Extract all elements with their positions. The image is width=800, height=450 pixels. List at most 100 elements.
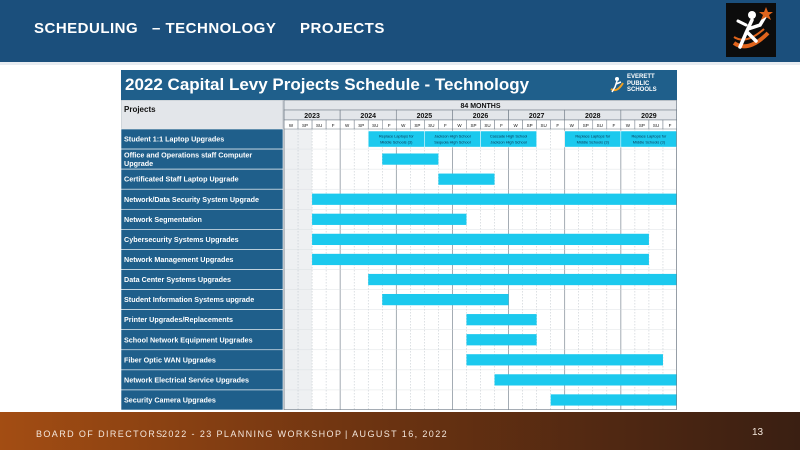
task-bar — [382, 153, 439, 165]
task-label: Fiber Optic WAN Upgrades — [124, 355, 216, 364]
quarter-label: W — [626, 123, 631, 128]
quarter-label: F — [332, 123, 335, 128]
task-label: Printer Upgrades/Replacements — [124, 315, 233, 324]
task-bar-label: Replace Laptops for — [575, 134, 611, 139]
quarter-label: W — [289, 123, 294, 128]
task-bar — [312, 233, 649, 246]
task-label-line: Security Camera Upgrades — [124, 395, 216, 404]
task-bar — [550, 394, 677, 406]
quarter-label: F — [444, 123, 447, 128]
quarter-label: W — [401, 123, 406, 128]
task-label-line: Certificated Staff Laptop Upgrade — [124, 175, 239, 184]
task-bar — [494, 374, 677, 386]
quarter-label: SP — [358, 123, 364, 128]
year-label: 2029 — [641, 113, 657, 120]
task-label-line: Network/Data Security System Upgrade — [124, 195, 259, 204]
year-label: 2025 — [417, 113, 433, 120]
task-label: Network Management Upgrades — [124, 255, 233, 264]
quarter-label: SP — [302, 123, 308, 128]
task-bar — [312, 213, 467, 225]
quarter-label: F — [612, 123, 615, 128]
slide-title-part-1: SCHEDULING — [34, 20, 139, 37]
task-label-line: Office and Operations staff Computer — [124, 150, 252, 159]
quarter-label: W — [457, 123, 462, 128]
task-bar-label: Jackson High School — [434, 134, 470, 139]
quarter-header-cell — [662, 119, 677, 130]
everett-public-schools-logo-icon: EVERETT PUBLIC SCHOOLS — [609, 73, 673, 97]
quarter-label: SP — [470, 123, 476, 128]
quarter-label: W — [513, 123, 518, 128]
banner-divider — [0, 62, 800, 65]
logo-text-line-3: SCHOOLS — [627, 87, 657, 93]
quarter-label: SU — [316, 123, 322, 128]
quarter-label: SP — [583, 123, 589, 128]
task-bar-label: Middle Schools (3) — [633, 140, 666, 145]
task-label-line: Student 1:1 Laptop Upgrades — [124, 135, 224, 144]
quarter-label: SP — [414, 123, 420, 128]
slide-title-part-2: – TECHNOLOGY — [152, 20, 277, 37]
task-label: Student Information Systems upgrade — [124, 295, 254, 304]
task-label-line: Network Segmentation — [124, 215, 202, 224]
footer-org: BOARD OF DIRECTORS — [36, 429, 164, 439]
task-label-line: Network Electrical Service Upgrades — [124, 375, 249, 384]
gantt-chart-panel: 2022 Capital Levy Projects Schedule - Te… — [121, 70, 677, 410]
star-figure-logo-icon — [726, 3, 776, 57]
top-banner: SCHEDULING – TECHNOLOGY PROJECTS — [0, 0, 800, 62]
task-bar-label: Cascade High School — [490, 134, 528, 139]
task-label-line: Printer Upgrades/Replacements — [124, 315, 233, 324]
quarter-label: SP — [639, 123, 645, 128]
task-bar-label: Middle Schools (3) — [380, 140, 413, 145]
task-label: Network Segmentation — [124, 215, 202, 224]
task-label-line: Upgrade — [124, 159, 153, 168]
task-label-line: Network Management Upgrades — [124, 255, 233, 264]
projects-header-cell — [121, 100, 284, 130]
logo-text-line-1: EVERETT — [627, 74, 655, 80]
task-bar — [368, 273, 677, 286]
task-label: Certificated Staff Laptop Upgrade — [124, 175, 239, 184]
task-bar — [620, 130, 677, 148]
task-bar-label: Jackson High School — [490, 140, 526, 145]
task-label: Network/Data Security System Upgrade — [124, 195, 259, 204]
year-label: 2026 — [473, 113, 489, 120]
span-label: 84 MONTHS — [460, 103, 500, 110]
task-label: Security Camera Upgrades — [124, 395, 216, 404]
quarter-label: SU — [484, 123, 490, 128]
slide-title-part-3: PROJECTS — [300, 20, 385, 37]
quarter-label: SP — [527, 123, 533, 128]
task-bar — [438, 173, 495, 185]
task-label: Student 1:1 Laptop Upgrades — [124, 135, 224, 144]
gantt-chart: Projects 84 MONTHS 2023 W SP SU F 2024 W SP SU F 202… — [121, 100, 677, 410]
task-label-line: Cybersecurity Systems Upgrades — [124, 235, 239, 244]
task-label: Network Electrical Service Upgrades — [124, 375, 249, 384]
footer-event: 2022 - 23 PLANNING WORKSHOP — [162, 429, 343, 439]
task-label: Data Center Systems Upgrades — [124, 275, 231, 284]
year-label: 2028 — [585, 113, 601, 120]
footer-date: | AUGUST 16, 2022 — [345, 429, 449, 439]
chart-header: 2022 Capital Levy Projects Schedule - Te… — [121, 70, 677, 100]
quarter-label: SU — [597, 123, 603, 128]
quarter-label: SU — [428, 123, 434, 128]
task-bar-label: Middle Schools (3) — [577, 140, 610, 145]
quarter-label: F — [500, 123, 503, 128]
year-label: 2023 — [304, 113, 320, 120]
task-label-line: School Network Equipment Upgrades — [124, 335, 253, 344]
task-bar — [466, 354, 663, 366]
task-label: Cybersecurity Systems Upgrades — [124, 235, 239, 244]
quarter-label: F — [556, 123, 559, 128]
logo-text-line-2: PUBLIC — [627, 80, 650, 87]
task-label-line: Student Information Systems upgrade — [124, 295, 254, 304]
footer-bar: BOARD OF DIRECTORS 2022 - 23 PLANNING WO… — [0, 412, 800, 450]
task-bar — [382, 293, 509, 306]
task-bar-label: Replace Laptops for — [632, 134, 668, 139]
quarter-label: W — [345, 123, 350, 128]
projects-column-header: Projects — [124, 105, 156, 114]
task-bar — [312, 253, 649, 266]
task-bar — [312, 193, 677, 205]
year-label: 2024 — [360, 113, 376, 120]
task-bar — [466, 334, 537, 346]
task-label: Office and Operations staff Computer Upgr… — [124, 150, 252, 168]
chart-title: 2022 Capital Levy Projects Schedule - Te… — [125, 75, 530, 94]
task-bar — [466, 314, 537, 326]
quarter-label: F — [388, 123, 391, 128]
quarter-label: SU — [653, 123, 659, 128]
